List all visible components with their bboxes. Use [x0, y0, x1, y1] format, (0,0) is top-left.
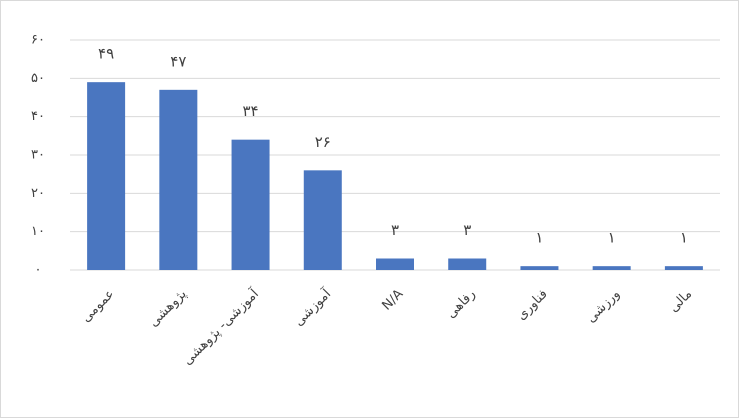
- bar: [592, 266, 631, 270]
- bar: [303, 170, 342, 270]
- bar: [448, 258, 487, 270]
- bar: [376, 258, 414, 270]
- value-label: ۳: [391, 221, 399, 239]
- value-label: ۱: [608, 229, 616, 247]
- y-tick-label: ۵۰: [31, 71, 45, 86]
- bar: [87, 82, 126, 271]
- y-tick-label: ۳۰: [31, 148, 45, 163]
- y-tick-label: ۲۰: [31, 186, 45, 201]
- bar: [231, 139, 270, 270]
- value-label: ۴۷: [170, 52, 186, 70]
- value-label: ۳۴: [242, 102, 258, 120]
- value-label: ۴۹: [98, 45, 114, 63]
- y-tick-label: ۰: [35, 263, 42, 278]
- value-label: ۱: [535, 229, 543, 247]
- value-label: ۳: [463, 221, 471, 239]
- y-tick-label: ۱۰: [31, 224, 45, 239]
- value-label: ۱: [680, 229, 688, 247]
- bar: [520, 266, 559, 270]
- y-tick-label: ۴۰: [31, 109, 45, 124]
- y-tick-label: ۶۰: [31, 33, 45, 48]
- value-label: ۲۶: [315, 133, 331, 151]
- bar: [159, 89, 198, 270]
- bar: [664, 266, 703, 270]
